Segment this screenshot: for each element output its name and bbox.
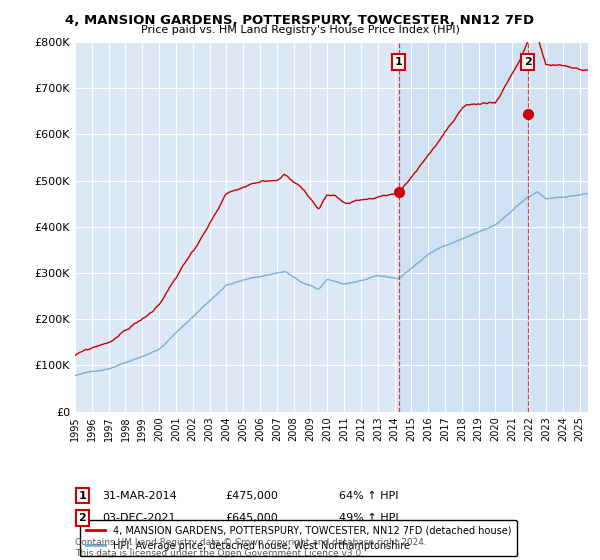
Text: £645,000: £645,000 (225, 513, 278, 523)
Text: 2: 2 (524, 57, 532, 67)
Text: 31-MAR-2014: 31-MAR-2014 (102, 491, 177, 501)
Text: Price paid vs. HM Land Registry's House Price Index (HPI): Price paid vs. HM Land Registry's House … (140, 25, 460, 35)
Text: 49% ↑ HPI: 49% ↑ HPI (339, 513, 398, 523)
Text: 4, MANSION GARDENS, POTTERSPURY, TOWCESTER, NN12 7FD: 4, MANSION GARDENS, POTTERSPURY, TOWCEST… (65, 14, 535, 27)
Text: 2: 2 (79, 513, 86, 523)
Text: Contains HM Land Registry data © Crown copyright and database right 2024.: Contains HM Land Registry data © Crown c… (75, 538, 427, 547)
Bar (528, 42, 588, 412)
Text: 1: 1 (395, 57, 403, 67)
Legend: 4, MANSION GARDENS, POTTERSPURY, TOWCESTER, NN12 7FD (detached house), HPI: Aver: 4, MANSION GARDENS, POTTERSPURY, TOWCEST… (80, 520, 517, 557)
Text: 03-DEC-2021: 03-DEC-2021 (102, 513, 176, 523)
Text: This data is licensed under the Open Government Licence v3.0.: This data is licensed under the Open Gov… (75, 549, 364, 558)
Text: £475,000: £475,000 (225, 491, 278, 501)
Bar (399, 42, 528, 412)
Text: 64% ↑ HPI: 64% ↑ HPI (339, 491, 398, 501)
Text: 1: 1 (79, 491, 86, 501)
